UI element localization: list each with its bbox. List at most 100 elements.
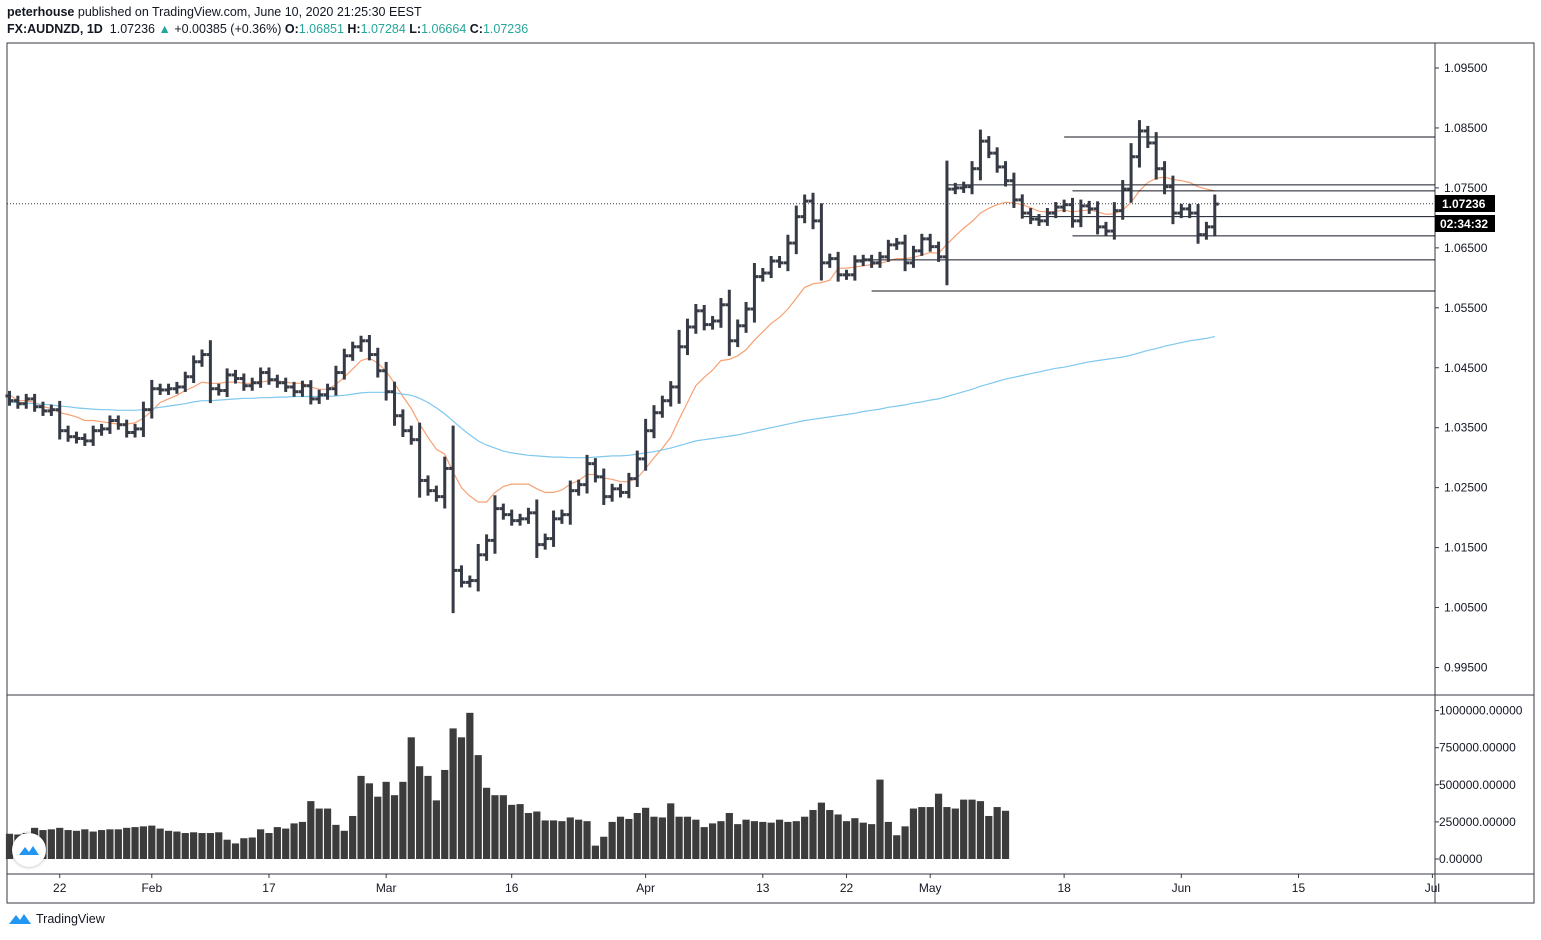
countdown-tag-text: 02:34:32 — [1440, 217, 1488, 231]
volume-bar — [81, 829, 89, 859]
countdown-tag — [1435, 215, 1495, 232]
ohlc-bar — [1026, 208, 1035, 225]
ohlc-bar — [708, 315, 717, 330]
ohlc-bar — [80, 433, 89, 446]
ohlc-bar — [834, 251, 843, 282]
ohlc-bar — [47, 404, 56, 416]
volume-bar — [181, 833, 189, 859]
ohlc-bar — [373, 347, 382, 378]
ohlc-bar — [1085, 200, 1094, 214]
volume-bar — [240, 838, 248, 859]
price-tick-label: 1.01500 — [1444, 541, 1488, 555]
ohlc-bar — [365, 334, 374, 361]
volume-bar — [717, 821, 725, 859]
volume-bar — [298, 821, 307, 859]
ohlc-bar — [231, 369, 240, 384]
footer-brand[interactable]: TradingView — [36, 912, 105, 926]
ohlc-bar — [440, 456, 449, 509]
ohlc-bar — [850, 255, 859, 281]
ohlc-bar — [976, 129, 985, 181]
volume-bar — [64, 830, 72, 859]
ohlc-bar — [641, 418, 650, 471]
volume-bar — [516, 804, 524, 859]
ohlc-bar — [993, 147, 1002, 173]
ohlc-bar — [524, 507, 533, 524]
published-text: published on TradingView.com, June 10, 2… — [77, 5, 422, 19]
volume-bar — [190, 832, 198, 859]
volume-tick-label: 250000.00000 — [1439, 815, 1516, 829]
footer: TradingView — [8, 912, 105, 926]
ohlc-bar — [172, 381, 181, 394]
volume-bar — [139, 826, 148, 859]
volume-bar — [508, 804, 516, 859]
ohlc-bar — [700, 305, 709, 331]
ohlc-bar — [532, 499, 541, 558]
time-tick-label: Jul — [1425, 881, 1440, 895]
ohlc-bar — [566, 480, 575, 525]
ohlc-bar — [1051, 202, 1060, 219]
volume-bar — [466, 712, 474, 859]
time-tick-label: 18 — [1057, 881, 1071, 895]
volume-bar — [56, 827, 64, 859]
ohlc-bar — [516, 513, 525, 526]
legend-line: FX:AUDNZD, 1D 1.07236 ▲ +0.00385 (+0.36%… — [7, 22, 528, 36]
volume-bar — [282, 828, 290, 859]
ohlc-bar — [131, 423, 140, 438]
ohlc-bar — [825, 253, 834, 268]
author-name[interactable]: peterhouse — [7, 5, 75, 19]
volume-bar — [390, 795, 399, 859]
ohlc-bar — [1043, 208, 1052, 226]
volume-bar — [625, 818, 633, 859]
volume-bar — [323, 808, 332, 859]
ohlc-bar — [398, 409, 407, 437]
ohlc-bar — [817, 203, 826, 281]
volume-bar — [591, 845, 599, 859]
ohlc-bar — [482, 534, 491, 561]
ohlc-bar — [616, 483, 625, 498]
time-tick-label: 17 — [262, 881, 276, 895]
price-tick-label: 1.03500 — [1444, 421, 1488, 435]
price-tick-label: 1.00500 — [1444, 601, 1488, 615]
symbol-label[interactable]: FX:AUDNZD, 1D — [7, 22, 103, 36]
publisher-line: peterhouse published on TradingView.com,… — [7, 5, 422, 19]
volume-bar — [349, 815, 357, 859]
ohlc-bar — [97, 423, 106, 436]
volume-bar — [985, 815, 993, 859]
volume-bar — [667, 803, 675, 859]
volume-bar — [72, 830, 81, 859]
volume-bar — [742, 819, 750, 859]
volume-bar — [784, 821, 792, 859]
volume-tick-label: 750000.00000 — [1439, 741, 1516, 755]
time-tick-label: 13 — [756, 881, 770, 895]
ohlc-bar — [1202, 221, 1211, 240]
volume-bar — [809, 810, 817, 859]
volume-bar — [926, 807, 934, 859]
ohlc-bar — [139, 401, 148, 437]
ohlc-bar — [382, 361, 391, 401]
volume-bar — [868, 824, 876, 859]
ohlc-bar — [884, 239, 893, 262]
volume-bar — [859, 822, 867, 859]
volume-bar — [884, 821, 892, 859]
ohlc-bar — [156, 383, 165, 395]
ohlc-bar — [1118, 180, 1127, 220]
volume-bar — [173, 831, 181, 859]
high-value: 1.07284 — [360, 22, 406, 36]
ohlc-bar — [675, 329, 684, 404]
last-price-tag-text: 1.07236 — [1442, 197, 1486, 211]
last-price: 1.07236 — [109, 22, 155, 36]
tradingview-badge-icon[interactable] — [12, 833, 46, 867]
volume-bar — [951, 808, 959, 859]
volume-bar — [97, 830, 106, 859]
volume-bar — [842, 821, 851, 859]
ohlc-bar — [122, 419, 131, 438]
ohlc-bar — [499, 503, 508, 520]
ohlc-bar — [415, 422, 424, 498]
ohlc-bar — [13, 395, 22, 409]
ohlc-bar — [984, 136, 993, 159]
high-label: H: — [347, 22, 361, 36]
ohlc-bar — [1177, 203, 1186, 219]
ohlc-bar — [315, 389, 324, 404]
ohlc-bar — [256, 367, 265, 388]
